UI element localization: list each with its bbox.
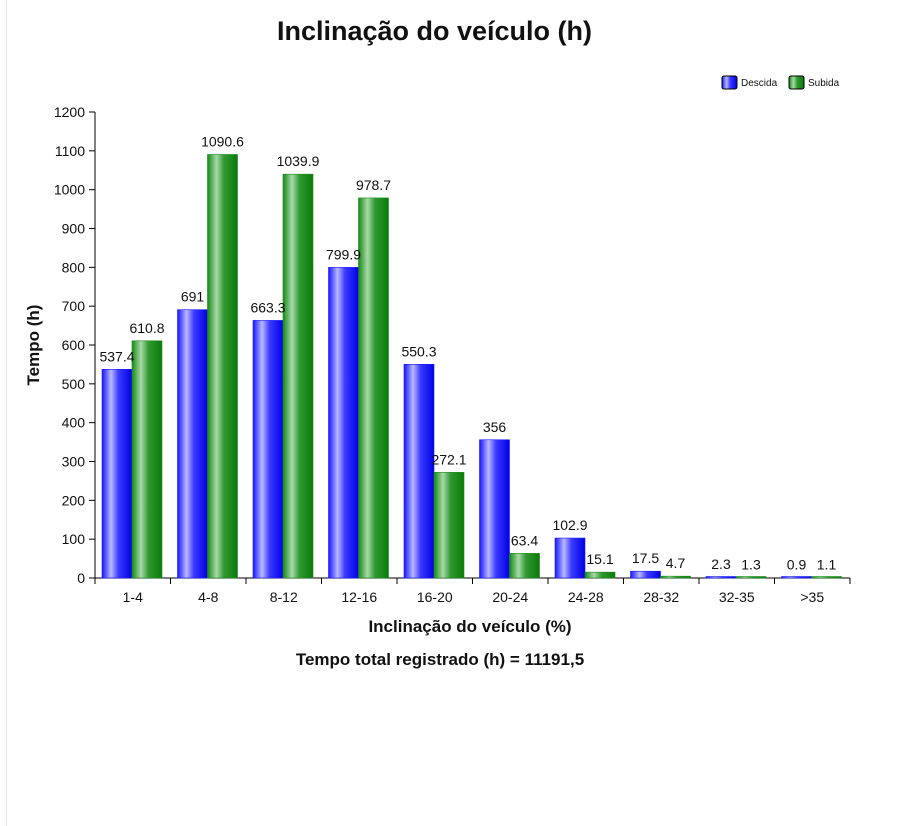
- chart-bars: [101, 154, 842, 579]
- bar-subida: [433, 472, 465, 579]
- data-label: 356: [483, 419, 507, 435]
- y-tick-label: 1000: [54, 182, 85, 198]
- x-tick-label: 28-32: [643, 589, 679, 605]
- data-label: 978.7: [356, 177, 391, 193]
- y-tick-label: 500: [62, 376, 86, 392]
- y-tick-label: 800: [62, 259, 86, 275]
- data-label: 1090.6: [201, 133, 244, 149]
- bar-descida: [479, 439, 510, 579]
- x-tick-label: 8-12: [270, 589, 298, 605]
- legend-swatch-descida: [721, 75, 738, 90]
- data-label: 537.4: [99, 348, 134, 364]
- legend-swatch-subida: [788, 75, 805, 90]
- bar-descida: [252, 320, 284, 579]
- data-label: 550.3: [401, 343, 436, 359]
- bar-subida: [207, 154, 238, 579]
- x-tick-label: 32-35: [719, 589, 755, 605]
- data-label: 691: [181, 289, 205, 305]
- bar-subida: [660, 575, 691, 579]
- x-tick-label: 12-16: [341, 589, 377, 605]
- x-axis-label: Inclinação do veículo (%): [368, 617, 571, 636]
- bar-descida: [705, 576, 737, 579]
- chart-data-labels: 537.4 691 663.3 799.9 550.3 356 102.9 17.5 2.3 0.…: [99, 133, 836, 572]
- data-label: 1.1: [817, 557, 837, 573]
- data-label: 1.3: [741, 556, 761, 572]
- bar-subida: [509, 553, 540, 579]
- y-tick-label: 600: [62, 337, 86, 353]
- data-label: 4.7: [666, 555, 686, 571]
- bar-descida: [554, 537, 586, 579]
- data-label: 17.5: [632, 550, 659, 566]
- y-axis-label: Tempo (h): [24, 305, 43, 386]
- x-tick-label: 4-8: [198, 589, 218, 605]
- x-tick-label: 1-4: [123, 589, 143, 605]
- chart-title: Inclinação do veículo (h): [276, 16, 593, 46]
- y-tick-label: 900: [62, 221, 86, 237]
- y-tick-label: 200: [62, 492, 86, 508]
- y-tick-label: 100: [62, 531, 86, 547]
- y-tick-label: 1100: [55, 143, 85, 159]
- data-label: 0.9: [787, 557, 807, 573]
- chart-legend: Descida Subida: [721, 75, 840, 90]
- data-label: 799.9: [326, 246, 361, 262]
- bar-subida: [282, 173, 314, 579]
- x-tick-label: 24-28: [568, 589, 604, 605]
- y-tick-label: 400: [62, 415, 86, 431]
- data-label: 1039.9: [277, 153, 320, 169]
- bar-subida: [735, 576, 767, 579]
- legend-label-subida: Subida: [808, 78, 840, 89]
- bar-subida: [811, 576, 842, 579]
- left-border-line: [6, 0, 7, 826]
- data-label: 610.8: [129, 320, 164, 336]
- y-tick-label: 1200: [54, 104, 85, 120]
- bar-descida: [781, 576, 812, 579]
- data-label: 63.4: [511, 532, 538, 548]
- data-label: 663.3: [250, 299, 285, 315]
- data-label: 15.1: [586, 551, 613, 567]
- bar-subida: [358, 197, 389, 579]
- data-label: 102.9: [552, 517, 587, 533]
- y-tick-label: 700: [62, 298, 86, 314]
- bar-descida: [177, 309, 208, 579]
- data-label: 272.1: [431, 451, 466, 467]
- bar-descida: [328, 267, 359, 579]
- x-tick-label: 20-24: [492, 589, 528, 605]
- bar-descida: [403, 364, 435, 579]
- legend-label-descida: Descida: [741, 78, 778, 89]
- y-tick-label: 300: [62, 454, 86, 470]
- bar-descida: [630, 570, 661, 579]
- bar-subida: [131, 340, 163, 579]
- x-tick-label: 16-20: [417, 589, 453, 605]
- bar-subida: [584, 571, 616, 579]
- data-label: 2.3: [711, 556, 731, 572]
- total-time-footer: Tempo total registrado (h) = 11191,5: [295, 650, 585, 669]
- bar-chart: Descida Subida 0 100 200 300 400 500 600 700 800 9…: [24, 75, 851, 636]
- x-tick-label: >35: [800, 589, 824, 605]
- y-tick-label: 0: [77, 570, 85, 586]
- bar-descida: [101, 369, 133, 579]
